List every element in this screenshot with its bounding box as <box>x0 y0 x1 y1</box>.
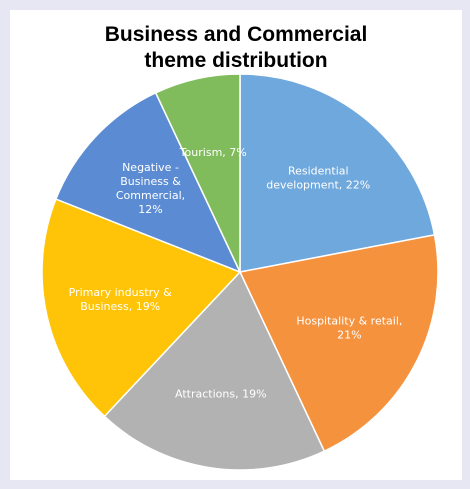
chart-title-line-1: Business and Commercial <box>104 23 368 46</box>
pie-labels: Residential development, 22% Hospitality &… <box>69 146 403 400</box>
pie-label-line: Negative - <box>122 161 179 174</box>
chart-title-line-2: theme distribution <box>144 49 328 72</box>
pie-slices <box>41 73 439 471</box>
pie-label-line: Business & <box>120 175 181 188</box>
pie-label-line: 12% <box>138 203 162 216</box>
pie-label-line: Primary industry & <box>69 286 173 299</box>
pie-label-line: 21% <box>337 329 361 342</box>
pie-label-line: Attractions, 19% <box>175 387 267 400</box>
pie-slice-hospitality-retail <box>238 234 439 453</box>
pie-label-negative: Negative -Business & Commercial, 12% <box>116 161 185 216</box>
pie-label-residential: Residential development, 22% <box>266 164 370 191</box>
pie-slice-residential <box>239 73 436 273</box>
pie-slice-negative <box>54 91 242 274</box>
pie-label-line: Business, 19% <box>80 300 160 313</box>
pie-label-line: development, 22% <box>266 178 370 191</box>
pie-chart: Residential development, 22% Hospitality &… <box>41 73 439 471</box>
chart-title: Business and Commercial theme distributi… <box>10 22 462 74</box>
pie-label-line: Tourism, 7% <box>179 146 247 159</box>
chart-panel: Business and Commercial theme distributi… <box>10 10 462 480</box>
pie-label-hospitality-retail: Hospitality & retail, 21% <box>296 315 402 342</box>
pie-label-primary-industry: Primary industry & Business, 19% <box>69 286 173 313</box>
pie-label-tourism-7: Tourism, 7% <box>179 146 247 159</box>
pie-label-line: Commercial, <box>116 189 185 202</box>
pie-slice-primary-industry <box>41 198 242 418</box>
pie-slice-tourism-7 <box>154 73 241 273</box>
pie-slice-attractions-19 <box>103 270 326 471</box>
pie-label-line: Hospitality & retail, <box>296 315 402 328</box>
pie-label-attractions-19: Attractions, 19% <box>175 387 267 400</box>
pie-label-line: Residential <box>288 164 349 177</box>
